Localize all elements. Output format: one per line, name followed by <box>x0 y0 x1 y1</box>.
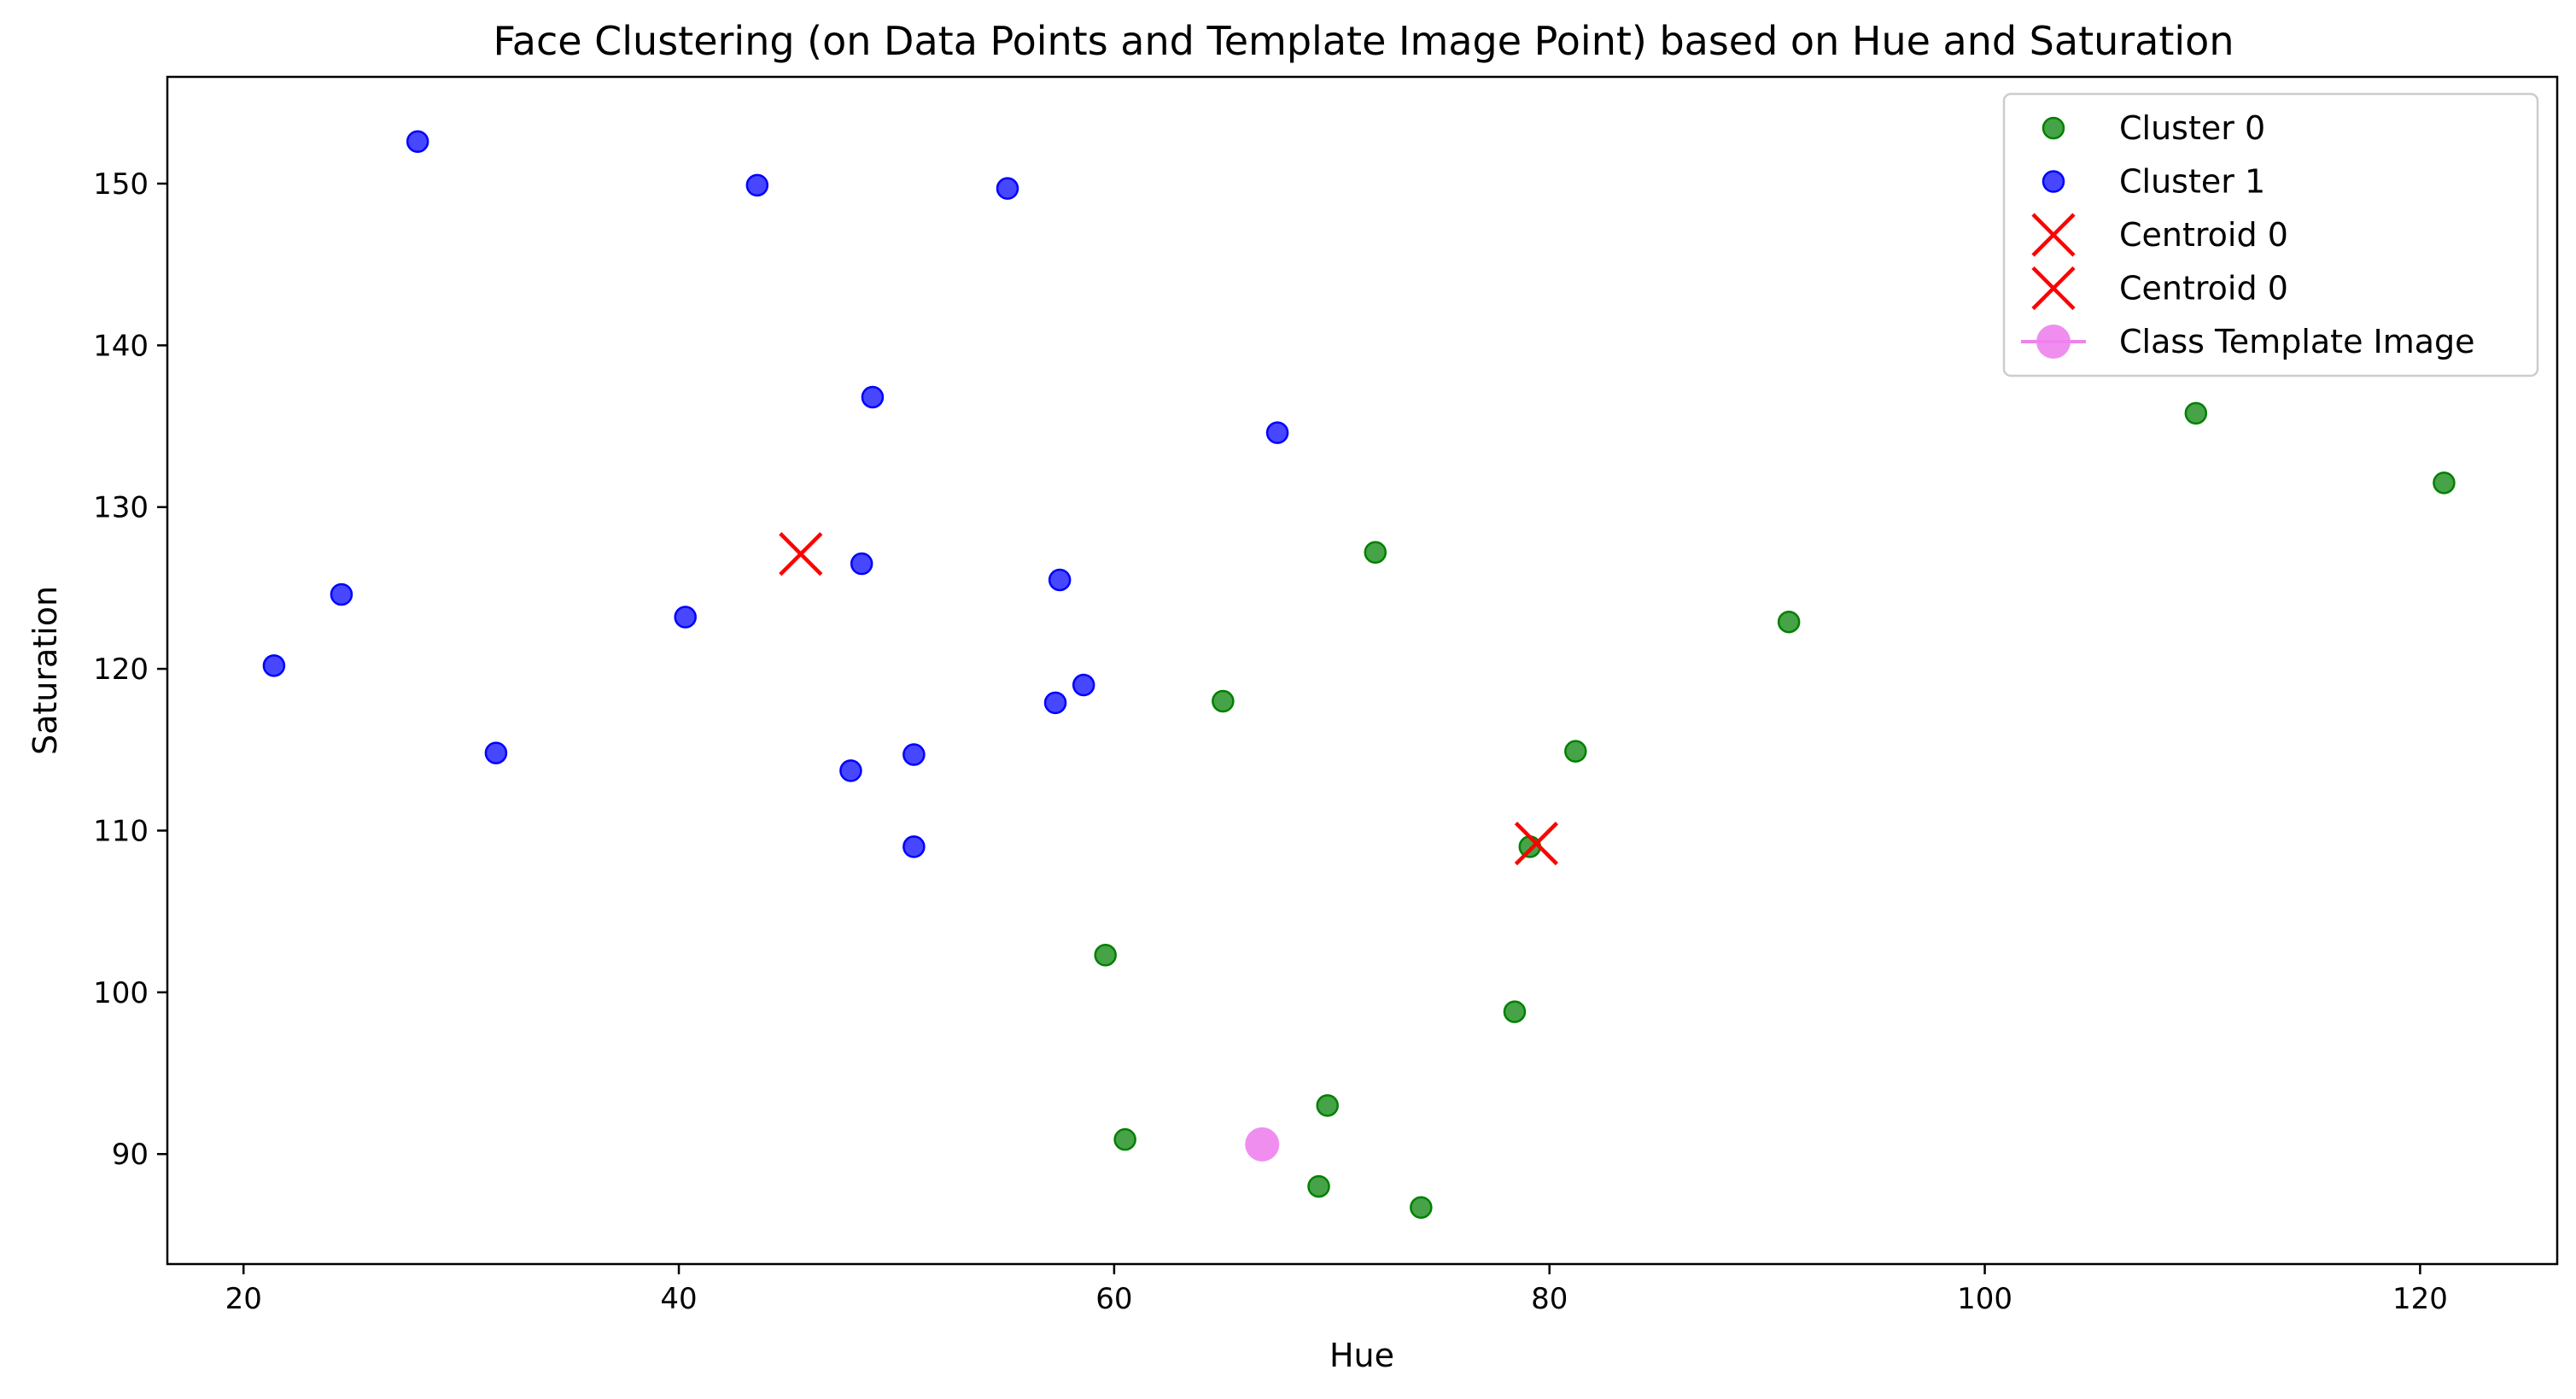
legend-label-2: Centroid 0 <box>2119 216 2288 254</box>
legend-box <box>2002 92 2539 378</box>
x-axis: 20 40 60 80 100 120 <box>225 1264 2448 1316</box>
legend-marker-3 <box>2031 266 2076 311</box>
x-axis-label: Hue <box>1329 1337 1394 1374</box>
series-1-point-14 <box>1072 673 1095 697</box>
data-points <box>262 130 2456 1219</box>
legend-label-4: Class Template Image <box>2119 323 2475 360</box>
series-0-point-11 <box>2184 401 2208 425</box>
y-tick-label-3: 120 <box>93 653 149 687</box>
series-1-point-1 <box>330 582 353 606</box>
series-2-point-0 <box>779 532 823 577</box>
series-0-point-6 <box>1410 1196 1433 1219</box>
y-tick-label-1: 100 <box>93 976 149 1010</box>
legend: Cluster 0 Cluster 1 Centroid 0 Centroid 0 Cl… <box>2002 92 2539 378</box>
x-tick-label-4: 100 <box>1957 1282 2012 1316</box>
series-1-point-3 <box>484 741 508 764</box>
plot-area <box>166 75 2559 1266</box>
series-1-point-7 <box>850 552 873 576</box>
legend-marker-0 <box>2042 116 2065 140</box>
series-0-point-0 <box>1094 944 1117 967</box>
series-1-point-6 <box>839 759 862 782</box>
x-tick-label-0: 20 <box>225 1282 262 1316</box>
x-tick-label-3: 80 <box>1531 1282 1568 1316</box>
y-tick-label-5: 140 <box>93 329 149 363</box>
series-0-point-7 <box>1503 1000 1527 1023</box>
legend-label-3: Centroid 0 <box>2119 270 2288 307</box>
legend-label-1: Cluster 1 <box>2119 163 2265 201</box>
y-tick-label-2: 110 <box>93 814 149 848</box>
series-1-point-12 <box>1043 691 1067 715</box>
series-4-point-0 <box>1245 1127 1280 1162</box>
series-0-point-10 <box>1777 610 1801 634</box>
series-0-point-4 <box>1316 1094 1339 1117</box>
y-tick-label-4: 130 <box>93 491 149 525</box>
legend-marker-2 <box>2031 213 2076 257</box>
series-1-point-8 <box>861 385 885 409</box>
series-1-point-5 <box>745 173 769 197</box>
y-tick-label-6: 150 <box>93 167 149 202</box>
series-3-point-0 <box>1514 822 1559 866</box>
y-tick-label-0: 90 <box>112 1138 149 1172</box>
series-1-point-2 <box>406 130 429 153</box>
series-0-point-1 <box>1113 1127 1136 1151</box>
series-0-point-3 <box>1307 1174 1330 1198</box>
series-1-point-11 <box>996 177 1019 200</box>
y-axis: 90 100 110 120 130 140 150 <box>93 167 167 1172</box>
series-1-point-13 <box>1048 568 1072 592</box>
legend-label-0: Cluster 0 <box>2119 109 2265 147</box>
series-0-point-5 <box>1364 541 1387 565</box>
x-tick-label-5: 120 <box>2392 1282 2448 1316</box>
series-1-point-15 <box>1265 421 1289 444</box>
x-tick-label-2: 60 <box>1095 1282 1132 1316</box>
series-1-point-10 <box>902 835 926 858</box>
legend-marker-1 <box>2042 170 2065 193</box>
series-0-point-9 <box>1564 740 1587 763</box>
chart-title: Face Clustering (on Data Points and Temp… <box>494 18 2234 64</box>
series-1-point-4 <box>674 606 697 629</box>
series-1-point-9 <box>902 743 926 766</box>
y-axis-label: Saturation <box>26 586 64 755</box>
x-tick-label-1: 40 <box>660 1282 697 1316</box>
series-0-point-2 <box>1212 689 1235 713</box>
legend-marker-4 <box>2036 325 2071 359</box>
series-1-point-0 <box>262 654 286 677</box>
series-0-point-12 <box>2433 471 2456 495</box>
